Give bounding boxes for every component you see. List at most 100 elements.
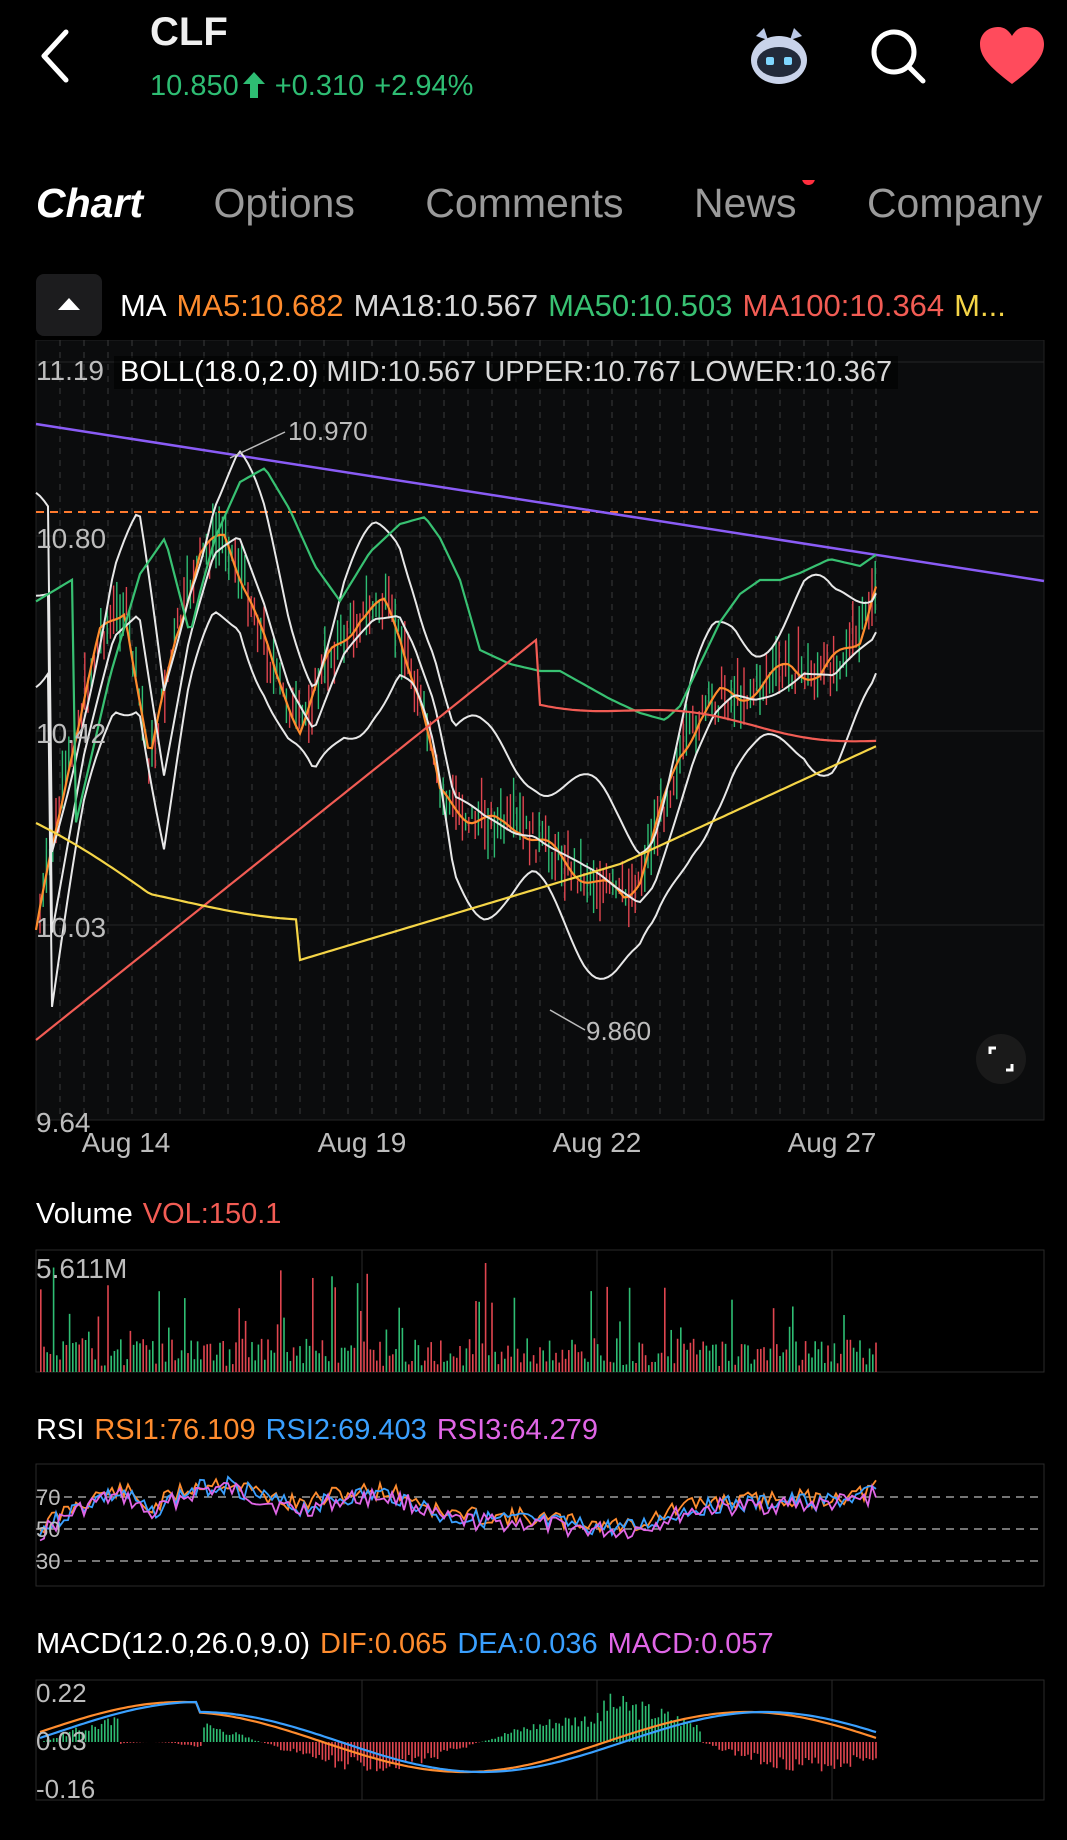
watchlist-button[interactable] bbox=[978, 26, 1046, 86]
boll-legend: BOLL(18.0,2.0) MID:10.567 UPPER:10.767 L… bbox=[114, 356, 898, 389]
volume-bar bbox=[542, 1350, 544, 1372]
volume-bar bbox=[142, 1339, 144, 1372]
volume-bar bbox=[856, 1352, 858, 1372]
macd-bar bbox=[562, 1726, 564, 1742]
macd-bar bbox=[456, 1742, 458, 1749]
macd-bar bbox=[578, 1726, 580, 1742]
volume-bar bbox=[350, 1345, 352, 1372]
volume-bar bbox=[466, 1348, 468, 1372]
volume-bar bbox=[658, 1353, 660, 1372]
macd-bar bbox=[494, 1739, 496, 1742]
macd-bar bbox=[757, 1742, 759, 1754]
tab-company[interactable]: Company bbox=[867, 180, 1042, 227]
expand-icon bbox=[976, 1034, 1026, 1084]
macd-bar bbox=[309, 1742, 311, 1754]
macd-bar bbox=[434, 1742, 436, 1757]
assistant-bot-button[interactable] bbox=[746, 24, 812, 88]
macd-dif: DIF:0.065 bbox=[320, 1628, 447, 1660]
tab-chart-label: Chart bbox=[36, 180, 143, 226]
macd-bar bbox=[875, 1742, 877, 1758]
volume-label: Volume bbox=[36, 1198, 133, 1230]
collapse-indicators-button[interactable] bbox=[36, 274, 102, 336]
rsi2-value: RSI2:69.403 bbox=[266, 1414, 427, 1446]
volume-bar bbox=[238, 1308, 240, 1372]
volume-bar bbox=[139, 1343, 141, 1372]
macd-bar bbox=[485, 1741, 487, 1742]
macd-bar bbox=[174, 1742, 176, 1743]
volume-bar bbox=[219, 1343, 221, 1372]
volume-bar bbox=[744, 1344, 746, 1372]
macd-bar bbox=[866, 1742, 868, 1758]
search-button[interactable] bbox=[868, 26, 928, 86]
macd-bar bbox=[715, 1742, 717, 1746]
macd-bar bbox=[744, 1742, 746, 1756]
tab-comments[interactable]: Comments bbox=[425, 180, 623, 227]
volume-bar bbox=[501, 1352, 503, 1372]
volume-bar bbox=[194, 1359, 196, 1372]
macd-bar bbox=[654, 1718, 656, 1742]
rsi1-value: RSI1:76.109 bbox=[94, 1414, 255, 1446]
search-icon bbox=[868, 26, 928, 86]
volume-bar bbox=[296, 1356, 298, 1372]
volume-bar bbox=[568, 1350, 570, 1372]
volume-bar bbox=[520, 1362, 522, 1372]
volume-bar bbox=[366, 1274, 368, 1372]
volume-bar bbox=[526, 1338, 528, 1372]
macd-bar bbox=[786, 1742, 788, 1770]
volume-bar bbox=[280, 1270, 282, 1372]
rsi-level-label: 30 bbox=[36, 1549, 60, 1574]
volume-bar bbox=[702, 1342, 704, 1372]
volume-bar bbox=[802, 1360, 804, 1372]
macd-bar bbox=[459, 1742, 461, 1748]
macd-bar bbox=[750, 1742, 752, 1760]
volume-bar bbox=[136, 1341, 138, 1372]
macd-bar bbox=[504, 1733, 506, 1742]
macd-bar bbox=[795, 1742, 797, 1759]
price-quote: 10.850+0.310+2.94% bbox=[150, 70, 483, 103]
tab-news-label: News bbox=[694, 180, 797, 226]
macd-value: MACD:0.057 bbox=[608, 1628, 774, 1660]
macd-bar bbox=[475, 1742, 477, 1743]
macd-bar bbox=[501, 1736, 503, 1742]
macd-bar bbox=[120, 1742, 122, 1744]
volume-bar bbox=[683, 1344, 685, 1372]
macd-bar bbox=[373, 1742, 375, 1759]
macd-bar bbox=[200, 1742, 202, 1746]
volume-bar bbox=[232, 1364, 234, 1372]
macd-bar bbox=[446, 1742, 448, 1751]
fullscreen-button[interactable] bbox=[976, 1034, 1026, 1084]
volume-bar bbox=[674, 1363, 676, 1372]
macd-bar bbox=[606, 1711, 608, 1742]
volume-bar bbox=[597, 1344, 599, 1372]
rsi-plot-area bbox=[36, 1464, 1044, 1586]
macd-bar bbox=[846, 1742, 848, 1763]
volume-bar bbox=[104, 1365, 106, 1372]
volume-bar bbox=[226, 1366, 228, 1372]
volume-bar bbox=[830, 1361, 832, 1372]
volume-bar bbox=[408, 1364, 410, 1372]
tab-chart[interactable]: Chart bbox=[36, 180, 143, 227]
macd-bar bbox=[584, 1716, 586, 1742]
volume-bar bbox=[872, 1354, 874, 1372]
heart-icon bbox=[978, 26, 1046, 86]
macd-bar bbox=[133, 1742, 135, 1743]
macd-bar bbox=[728, 1742, 730, 1749]
macd-bar bbox=[792, 1742, 794, 1771]
volume-bar bbox=[427, 1347, 429, 1372]
macd-bar bbox=[270, 1742, 272, 1744]
tab-news[interactable]: News bbox=[694, 180, 797, 227]
volume-bar bbox=[267, 1339, 269, 1372]
macd-dea: DEA:0.036 bbox=[457, 1628, 597, 1660]
volume-bar bbox=[824, 1363, 826, 1372]
tab-options[interactable]: Options bbox=[214, 180, 355, 227]
macd-bar bbox=[818, 1742, 820, 1764]
volume-bar bbox=[91, 1348, 93, 1372]
back-button[interactable] bbox=[36, 28, 76, 84]
volume-bar bbox=[382, 1366, 384, 1372]
volume-bar bbox=[290, 1361, 292, 1372]
volume-bar bbox=[862, 1358, 864, 1372]
volume-bar bbox=[571, 1340, 573, 1372]
volume-bar bbox=[302, 1363, 304, 1372]
